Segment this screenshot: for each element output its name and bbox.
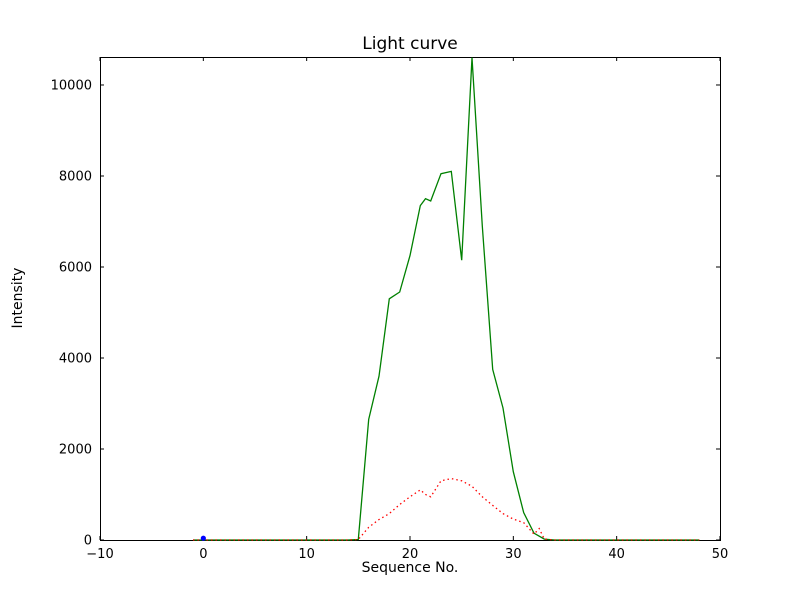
- chart-title: Light curve: [362, 34, 458, 54]
- axes-frame: [100, 57, 721, 541]
- x-tick-label: 50: [712, 547, 729, 562]
- x-tick-label: 0: [199, 547, 207, 562]
- y-tick-label: 0: [84, 534, 92, 549]
- series-start-marker: [200, 535, 206, 541]
- x-tick-label: 10: [298, 547, 315, 562]
- x-tick-label: 20: [402, 547, 419, 562]
- x-axis-label: Sequence No.: [361, 560, 459, 576]
- y-tick-label: 6000: [59, 260, 92, 275]
- x-tick-label: −10: [86, 547, 113, 562]
- x-tick-label: 30: [505, 547, 522, 562]
- y-tick-label: 8000: [59, 169, 92, 184]
- y-tick-label: 2000: [59, 442, 92, 457]
- series-background-intensity: [193, 477, 700, 541]
- x-tick-label: 40: [608, 547, 625, 562]
- y-tick-label: 4000: [59, 351, 92, 366]
- series-main-intensity: [193, 57, 700, 541]
- y-tick-label: 10000: [51, 78, 92, 93]
